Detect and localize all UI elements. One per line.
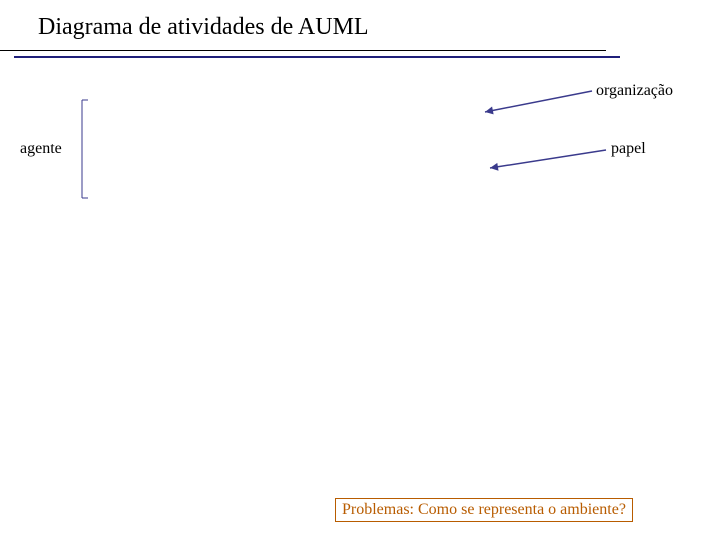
- label-organizacao: organização: [596, 82, 673, 100]
- arrow-papel: [490, 150, 606, 171]
- arrow-papel-line: [490, 150, 606, 168]
- title-rule-thick: [14, 56, 620, 58]
- arrow-organizacao-line: [485, 91, 592, 112]
- title-rule-thin: [0, 50, 606, 51]
- agente-bracket: [82, 100, 88, 198]
- arrow-organizacao-head: [485, 107, 494, 115]
- arrow-papel-head: [490, 163, 499, 171]
- slide-title: Diagrama de atividades de AUML: [38, 14, 369, 41]
- label-papel: papel: [611, 140, 646, 158]
- problem-box: Problemas: Como se representa o ambiente…: [335, 498, 633, 522]
- diagram-overlay: [0, 0, 720, 540]
- label-agente: agente: [20, 140, 62, 158]
- arrow-organizacao: [485, 91, 592, 114]
